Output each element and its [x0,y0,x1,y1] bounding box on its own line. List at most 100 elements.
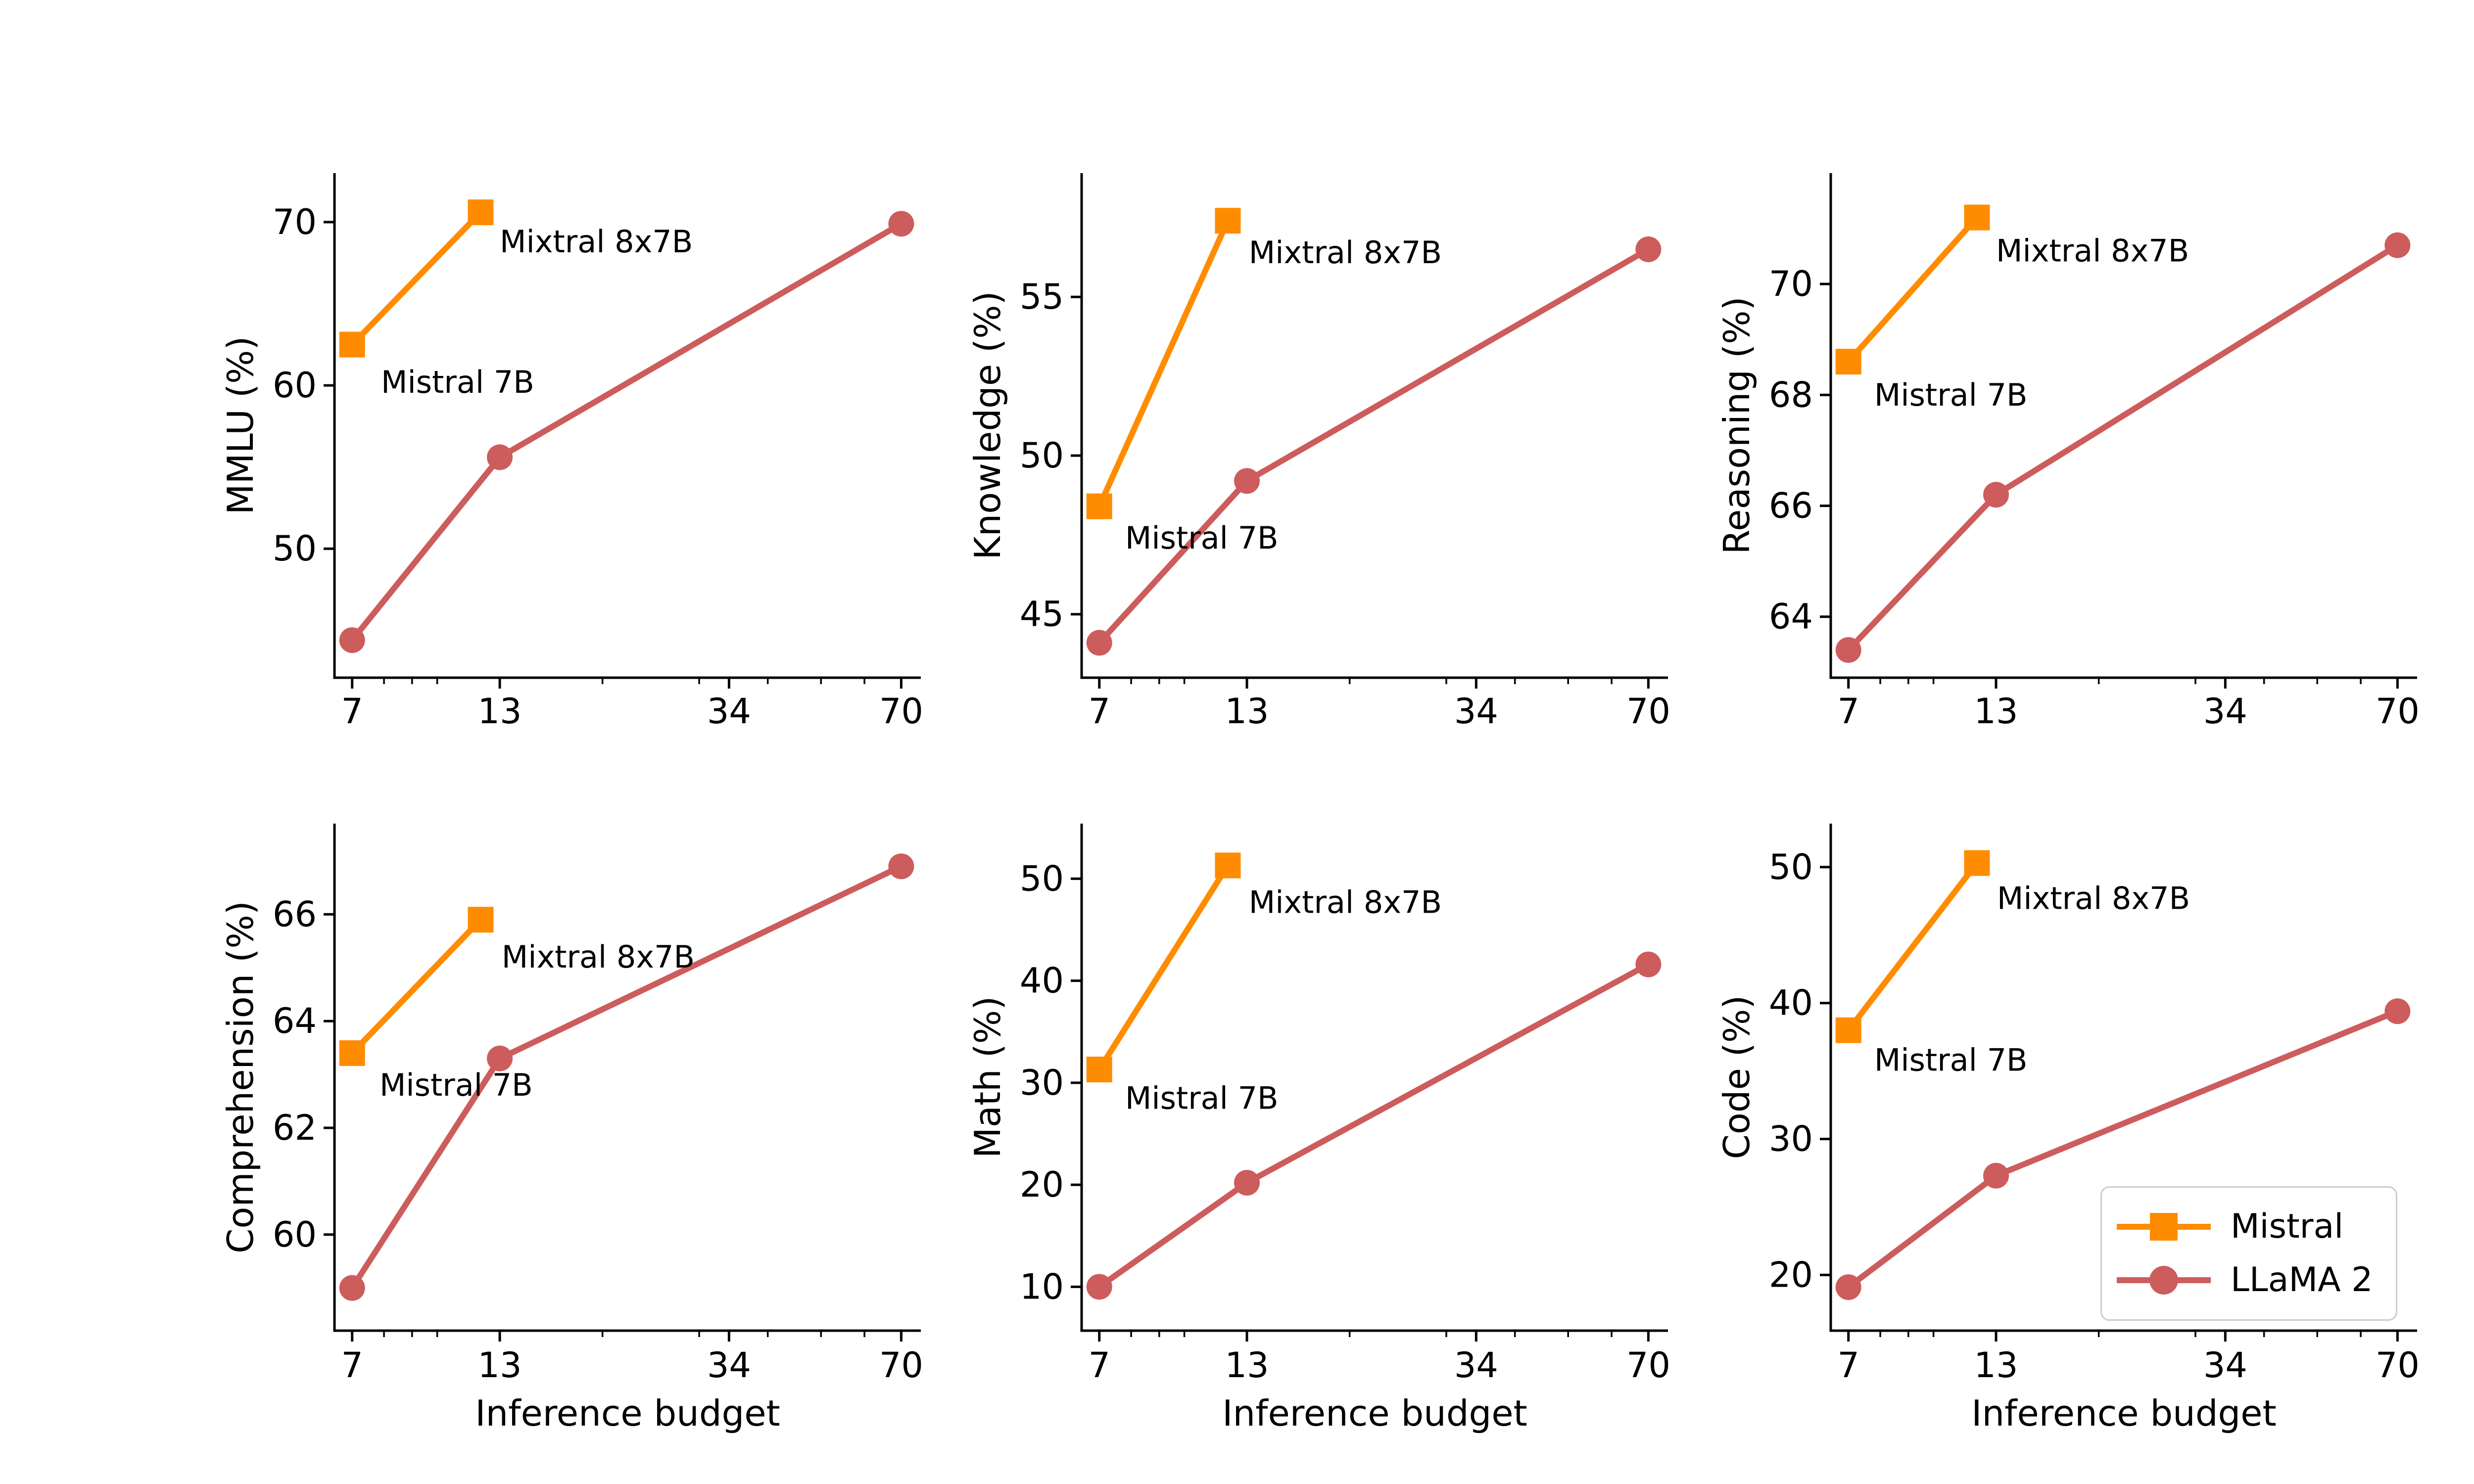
chart-panel-knowledge: 45 50 55 7 13 34 70 Mixtral 8x7B Mistral 7B Knowl… [967,173,1670,732]
y-tick-label: 60 [273,1214,317,1255]
x-tick-label: 7 [1088,691,1110,732]
data-point-square [1835,1017,1861,1043]
chart-panel-math: 10 20 30 40 50 7 13 34 70 Mixtral 8x7B Mistral 7B M… [967,824,1670,1434]
y-tick-label: 45 [1020,594,1064,635]
y-tick-label: 30 [1769,1119,1813,1159]
y-tick-label: 64 [273,1001,317,1041]
annotation-mixtral-8x7b: Mixtral 8x7B [1249,234,1442,271]
data-point-circle [339,1275,365,1301]
series-line-mistral [1845,214,1980,365]
x-tick-label: 70 [879,691,923,732]
data-point-square [339,1040,365,1066]
y-tick-label: 64 [1769,597,1813,637]
annotation-mixtral-8x7b: Mixtral 8x7B [1997,881,2190,917]
y-axis-label: Math (%) [967,996,1008,1159]
x-tick-label: 34 [707,1345,751,1386]
x-tick-label: 70 [879,1345,923,1386]
x-tick-label: 7 [341,1345,363,1386]
x-tick-label: 7 [1088,1345,1110,1386]
annotation-mistral-7b: Mistral 7B [1874,1042,2028,1078]
data-point-square [468,907,494,933]
x-tick-label: 7 [1837,691,1859,732]
y-axis-label: Comprehension (%) [220,901,261,1253]
series-line-mistral [1096,218,1231,510]
y-axis-label: Knowledge (%) [967,291,1008,559]
chart-panel-mmlu: 50 60 70 7 13 34 70 Mixtral 8x7B Mistral 7B MMLU … [220,173,923,732]
data-point-circle [2384,232,2411,258]
y-tick-label: 50 [1020,435,1064,476]
legend: Mistral LLaMA 2 [2100,1186,2397,1321]
data-point-square [1964,850,1990,876]
annotation-mixtral-8x7b: Mixtral 8x7B [1249,884,1442,920]
y-tick-label: 10 [1020,1266,1064,1307]
x-axis-label: Inference budget [1971,1392,2277,1434]
data-point-circle [888,211,914,237]
y-tick-label: 68 [1769,374,1813,415]
data-point-circle [888,853,914,880]
x-tick-label: 7 [1837,1345,1859,1386]
annotation-mistral-7b: Mistral 7B [1874,377,2028,413]
y-tick-label: 20 [1020,1164,1064,1205]
y-tick-label: 50 [273,528,317,569]
x-tick-label: 70 [2376,691,2420,732]
annotation-mistral-7b: Mistral 7B [381,364,534,400]
data-point-circle [1983,1162,2009,1189]
y-tick-label: 66 [273,894,317,934]
y-axis-label: MMLU (%) [220,336,261,515]
series-line-llama-2 [1096,961,1652,1290]
y-tick-label: 70 [1769,264,1813,304]
x-axis-label: Inference budget [1222,1392,1527,1434]
y-tick-label: 55 [1020,277,1064,317]
data-point-circle [1835,637,1861,663]
data-point-circle [339,627,365,653]
annotation-mixtral-8x7b: Mixtral 8x7B [502,939,695,975]
data-point-square [1964,204,1990,231]
data-point-circle [1835,1274,1861,1300]
series-line-llama-2 [1096,246,1652,646]
y-axis-label: Reasoning (%) [1716,296,1758,554]
legend-item-llama2: LLaMA 2 [2117,1263,2381,1298]
y-tick-label: 50 [1769,847,1813,887]
y-tick-label: 62 [273,1108,317,1148]
data-point-circle [1086,1274,1112,1300]
x-tick-label: 13 [478,691,522,732]
data-point-circle [487,444,513,470]
series-line-llama-2 [349,221,904,644]
legend-label-llama2: LLaMA 2 [2231,1260,2373,1299]
annotation-mistral-7b: Mistral 7B [1125,1080,1279,1116]
data-point-square [339,331,365,358]
annotation-mixtral-8x7b: Mixtral 8x7B [1996,232,2189,269]
annotation-mistral-7b: Mistral 7B [380,1067,533,1103]
y-tick-label: 60 [273,365,317,406]
data-point-circle [487,1045,513,1071]
x-tick-label: 34 [707,691,751,732]
annotation-mistral-7b: Mistral 7B [1125,520,1279,556]
x-tick-label: 13 [1225,691,1269,732]
x-tick-label: 70 [1626,691,1670,732]
legend-label-mistral: Mistral [2231,1207,2344,1246]
x-tick-label: 70 [1626,1345,1670,1386]
x-tick-label: 34 [1454,1345,1498,1386]
data-point-circle [1234,468,1260,494]
y-tick-label: 30 [1020,1063,1064,1103]
x-tick-label: 34 [2203,1345,2247,1386]
chart-panel-reasoning: 64 66 68 70 7 13 34 70 Mixtral 8x7B Mistral 7B Rea… [1716,173,2420,732]
series-line-mistral [349,209,484,348]
series-line-mistral [1845,860,1980,1033]
data-point-circle [1234,1169,1260,1196]
y-tick-label: 20 [1769,1254,1813,1295]
data-point-square [468,199,494,226]
llama2-circle-marker-icon [2117,1266,2211,1295]
y-tick-label: 66 [1769,486,1813,526]
x-tick-label: 34 [2203,691,2247,732]
data-point-square [1086,1057,1112,1083]
x-tick-label: 13 [1225,1345,1269,1386]
x-axis-label: Inference budget [475,1392,780,1434]
x-tick-label: 34 [1454,691,1498,732]
x-tick-label: 70 [2376,1345,2420,1386]
data-point-circle [1983,482,2009,508]
y-tick-label: 40 [1020,961,1064,1001]
y-tick-label: 70 [273,202,317,242]
